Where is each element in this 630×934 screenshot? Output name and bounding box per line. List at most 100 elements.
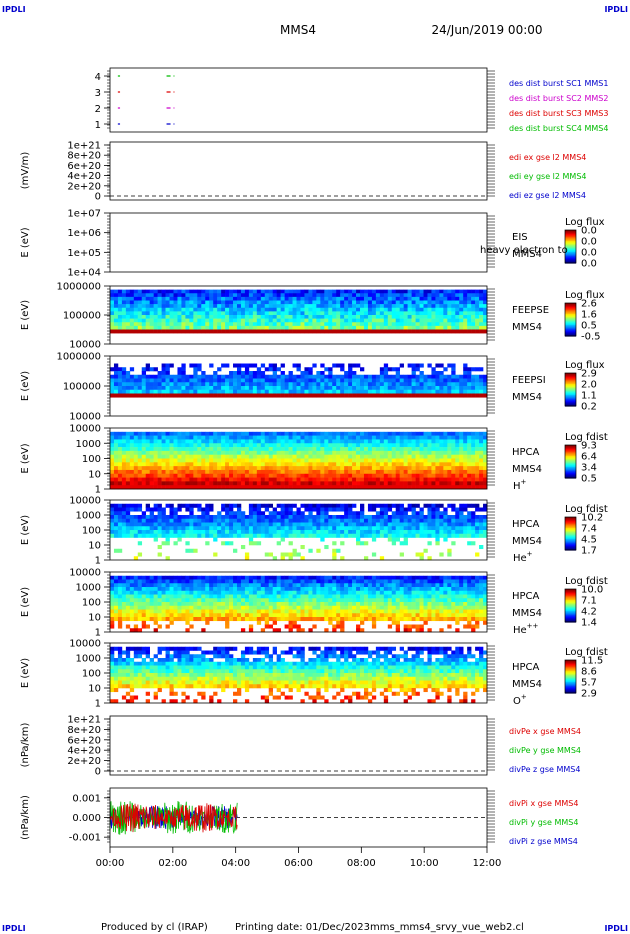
heatmap-cell [348, 485, 353, 490]
heatmap-cell [268, 458, 274, 463]
heatmap-cell [363, 515, 369, 520]
heatmap-cell [284, 393, 289, 398]
heatmap-cell [161, 458, 166, 463]
heatmap-cell [113, 300, 119, 305]
heatmap-cell [189, 469, 194, 475]
heatmap-cell [236, 386, 242, 391]
heatmap-cell [113, 431, 119, 436]
heatmap-cell [173, 613, 178, 618]
heatmap-cell [308, 296, 313, 301]
heatmap-cell [229, 503, 234, 508]
heatmap-cell [304, 533, 309, 538]
heatmap-cell [411, 443, 416, 448]
heatmap-cell [320, 329, 325, 334]
heatmap-cell [459, 511, 464, 516]
heatmap-cell [185, 503, 190, 508]
heatmap-cell [348, 522, 353, 527]
heatmap-cell [483, 454, 488, 459]
heatmap-cell [284, 511, 289, 516]
heatmap-cell [181, 466, 186, 471]
heatmap-cell [185, 485, 190, 490]
heatmap-cell [236, 530, 242, 535]
heatmap-cell [121, 435, 127, 440]
heatmap-cell [185, 477, 190, 482]
heatmap-cell [284, 289, 289, 294]
heatmap-cell [367, 325, 373, 330]
heatmap-cell [407, 462, 412, 467]
heatmap-cell [379, 318, 385, 323]
heatmap-cell [161, 590, 166, 595]
heatmap-cell [181, 435, 186, 440]
heatmap-cell [173, 594, 178, 599]
heatmap-cell [391, 289, 397, 294]
heatmap-cell [415, 481, 420, 486]
heatmap-cell [352, 371, 357, 376]
heatmap-cell [419, 454, 424, 459]
heatmap-cell [411, 458, 416, 463]
heatmap-cell [356, 393, 361, 398]
heatmap-cell [117, 530, 123, 535]
heatmap-cell [292, 450, 297, 455]
heatmap-cell [403, 329, 408, 334]
y-tick-label: 1 [95, 556, 101, 567]
heatmap-cell [455, 435, 460, 440]
heatmap-cell [471, 530, 476, 535]
heatmap-cell [451, 371, 456, 376]
heatmap-cell [320, 382, 325, 387]
heatmap-cell [407, 454, 412, 459]
heatmap-cell [344, 386, 349, 391]
heatmap-cell [375, 515, 381, 520]
heatmap-cell [407, 522, 412, 527]
heatmap-cell [149, 602, 154, 607]
heatmap-cell [288, 454, 293, 459]
heatmap-cell [133, 594, 139, 599]
heatmap-cell [141, 450, 147, 455]
heatmap-cell [320, 443, 325, 448]
heatmap-cell [403, 374, 408, 379]
heatmap-cell [256, 503, 262, 508]
heatmap-cell [320, 515, 325, 520]
heatmap-cell [391, 522, 397, 527]
heatmap-cell [344, 462, 349, 467]
heatmap-cell [129, 579, 135, 584]
heatmap-cell [221, 307, 226, 312]
heatmap-cell [244, 307, 250, 312]
heatmap-cell [435, 322, 440, 327]
heatmap-cell [205, 318, 210, 323]
heatmap-cell [161, 378, 166, 383]
heatmap-cell [479, 304, 484, 309]
heatmap-cell [356, 300, 361, 305]
heatmap-cell [387, 481, 393, 486]
colorbar-cell [565, 526, 576, 529]
heatmap-cell [110, 431, 115, 436]
heatmap-cell [463, 507, 468, 512]
heatmap-cell [181, 371, 186, 376]
heatmap-cell [252, 318, 258, 323]
heatmap-cell [459, 503, 464, 508]
heatmap-cell [475, 307, 480, 312]
heatmap-cell [149, 485, 154, 490]
heatmap-cell [137, 515, 143, 520]
heatmap-cell [193, 477, 198, 482]
heatmap-cell [121, 526, 127, 531]
heatmap-cell [169, 507, 174, 512]
heatmap-cell [173, 311, 178, 316]
heatmap-cell [443, 477, 448, 482]
heatmap-cell [431, 378, 436, 383]
heatmap-cell [157, 307, 162, 312]
heatmap-cell [177, 583, 182, 588]
heatmap-cell [233, 318, 238, 323]
heatmap-cell [141, 435, 147, 440]
heatmap-cell [356, 443, 361, 448]
heatmap-cell [110, 289, 115, 294]
heatmap-cell [447, 458, 452, 463]
heatmap-cell [363, 541, 369, 546]
y-tick-label: 10 [88, 469, 101, 480]
heatmap-cell [419, 329, 424, 334]
heatmap-cell [209, 289, 214, 294]
heatmap-cell [375, 374, 381, 379]
heatmap-cell [236, 315, 242, 319]
colorbar-cell [565, 454, 576, 457]
heatmap-cell [141, 367, 147, 372]
heatmap-cell [248, 526, 254, 531]
